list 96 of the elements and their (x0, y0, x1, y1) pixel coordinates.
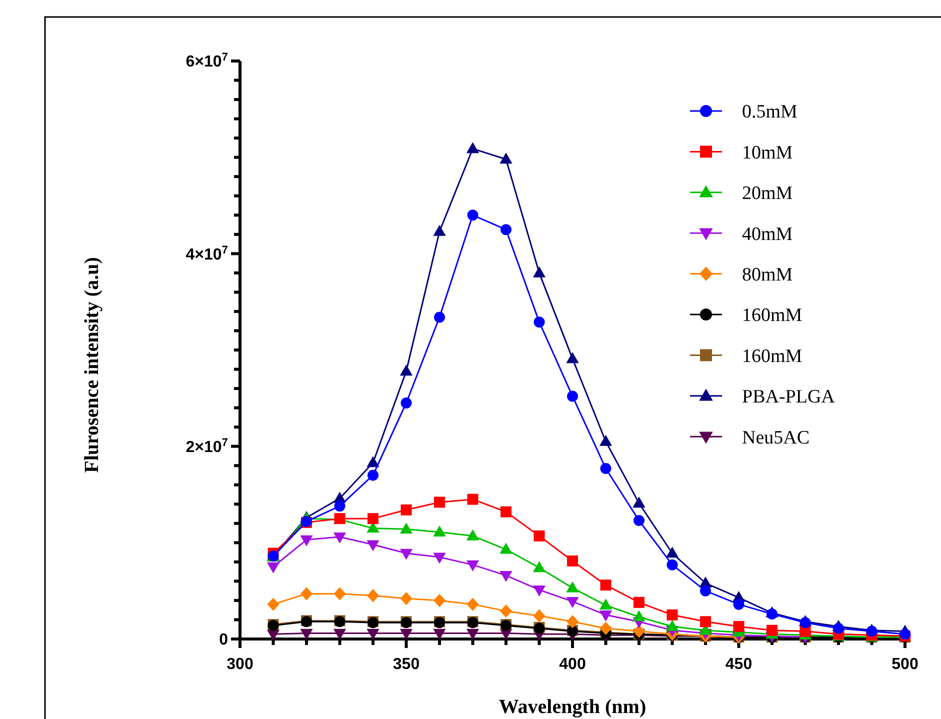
point (567, 390, 578, 402)
point (500, 152, 512, 164)
point (532, 266, 546, 278)
y-tick-label: 2×10$^{7}$ (186, 436, 228, 456)
legend-label: 160mM (742, 346, 802, 367)
point (366, 540, 380, 552)
point (600, 580, 612, 591)
point (632, 624, 646, 638)
point (400, 397, 412, 408)
point (600, 622, 612, 636)
x-tick-label: 300 (226, 656, 254, 673)
point (368, 470, 378, 481)
point (700, 616, 711, 628)
legend-label: Neu5AC (742, 427, 810, 448)
point (500, 571, 512, 582)
point (400, 504, 412, 516)
point (500, 542, 512, 554)
point (334, 500, 346, 512)
point (833, 622, 844, 634)
point (599, 610, 612, 622)
point (566, 352, 579, 364)
point (433, 552, 446, 564)
x-tick-label: 400 (559, 656, 586, 673)
point (433, 628, 446, 640)
legend-label: 160mM (742, 305, 802, 326)
point (433, 224, 446, 236)
point (300, 535, 313, 546)
point (267, 598, 280, 611)
point (466, 529, 480, 540)
point (466, 560, 480, 572)
point (700, 585, 711, 596)
point (632, 496, 646, 508)
legend-label: PBA-PLGA (742, 386, 836, 408)
point (733, 598, 744, 610)
point (300, 628, 313, 640)
point (400, 548, 413, 560)
point (666, 609, 678, 620)
point (599, 434, 612, 446)
legend-label: 20mM (742, 183, 793, 204)
point (599, 598, 612, 610)
point (600, 462, 612, 474)
y-tick-label: 0 (219, 632, 228, 649)
point (366, 456, 380, 468)
point (366, 628, 380, 640)
x-tick-label: 350 (392, 656, 420, 673)
point (300, 587, 313, 600)
x-tick-label: 500 (892, 656, 918, 673)
point (400, 522, 413, 534)
point (400, 364, 413, 376)
point (366, 589, 380, 602)
point (634, 515, 644, 526)
point (532, 585, 546, 596)
legend-label: 0.5mM (742, 102, 798, 123)
point (334, 587, 346, 600)
point (333, 532, 346, 544)
point (368, 513, 378, 524)
point (466, 142, 480, 154)
point (666, 559, 678, 570)
point (567, 555, 578, 566)
x-tick-label: 450 (725, 656, 752, 673)
point (634, 596, 644, 608)
point (500, 224, 512, 236)
point (433, 594, 446, 608)
point (733, 620, 744, 632)
y-tick-label: 6×10$^{7}$ (186, 52, 228, 71)
point (632, 610, 646, 622)
point (400, 592, 412, 606)
point (534, 530, 545, 542)
point (466, 628, 480, 640)
legend-label: 10mM (742, 142, 793, 164)
point (467, 494, 478, 505)
point (467, 210, 478, 221)
point (500, 604, 512, 618)
point (534, 316, 545, 328)
point (566, 581, 579, 592)
point (666, 546, 679, 558)
point (434, 496, 445, 508)
point (434, 312, 445, 323)
legend-label: 40mM (742, 224, 793, 245)
point (666, 620, 679, 631)
point (533, 609, 546, 622)
x-axis-title: Wavelength (nm) (498, 696, 646, 718)
point (266, 630, 280, 641)
point (566, 597, 579, 608)
point (566, 615, 579, 628)
point (500, 506, 512, 518)
point (433, 525, 446, 536)
point (466, 598, 479, 611)
legend-label: 80mM (742, 264, 793, 286)
point (333, 628, 346, 640)
y-axis-title: Flurosence intensity (a.u) (81, 257, 103, 473)
y-tick-label: 4×10$^{7}$ (186, 244, 228, 264)
point (532, 561, 546, 572)
point (766, 624, 778, 636)
point (400, 628, 413, 640)
point (266, 562, 280, 574)
